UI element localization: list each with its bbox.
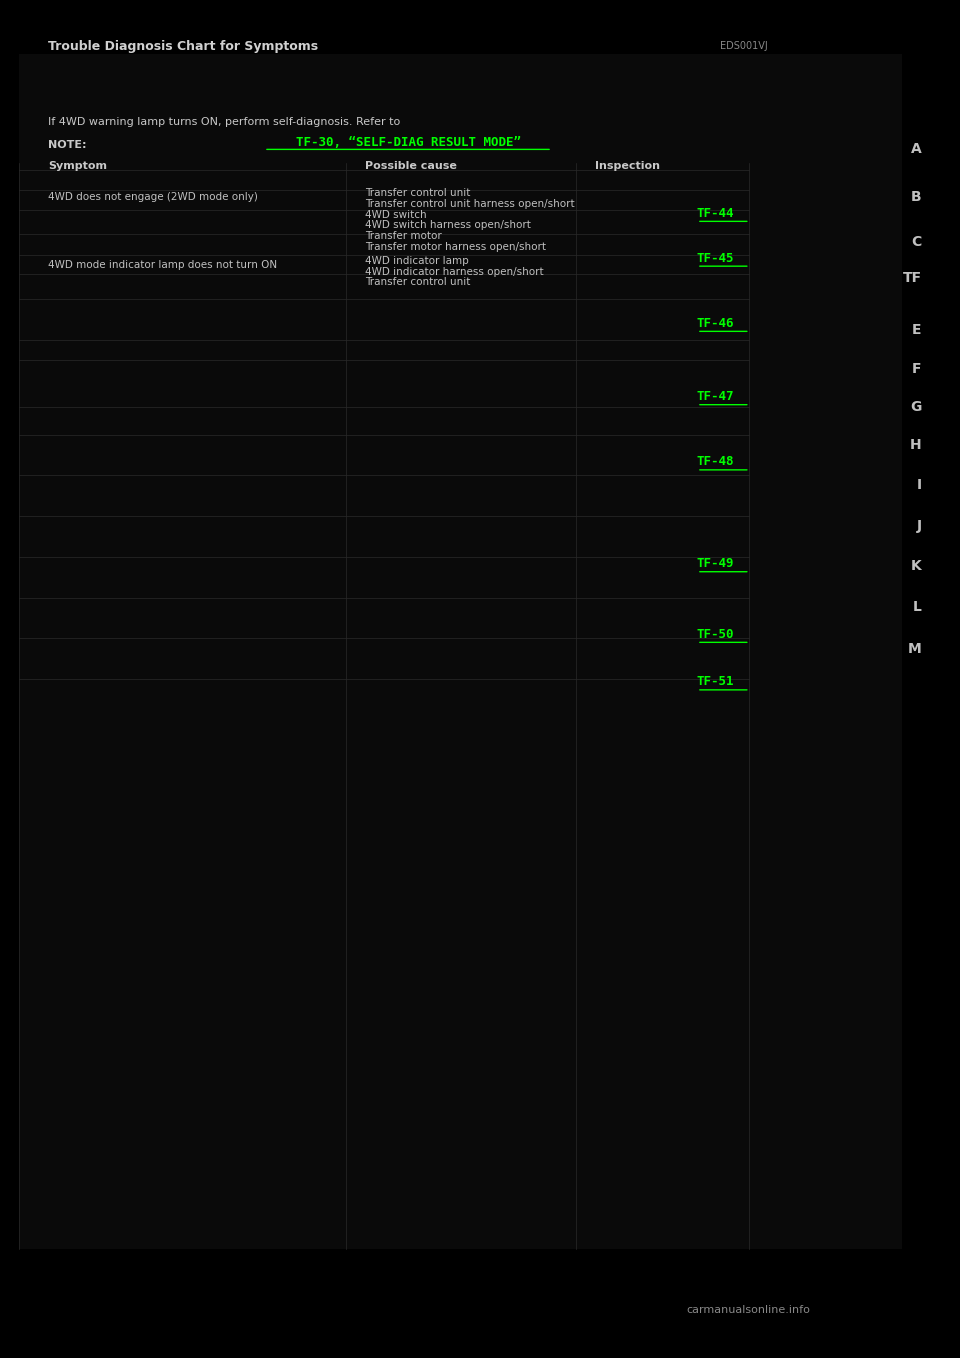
Text: L: L (913, 600, 922, 614)
Text: TF-47: TF-47 (697, 390, 734, 403)
Text: C: C (911, 235, 922, 249)
Text: TF-30, “SELF-DIAG RESULT MODE”: TF-30, “SELF-DIAG RESULT MODE” (296, 136, 520, 149)
Text: 4WD switch: 4WD switch (365, 209, 426, 220)
Bar (19, 54, 902, 1249)
Text: J: J (917, 519, 922, 532)
Text: Transfer control unit: Transfer control unit (365, 187, 470, 198)
Text: B: B (911, 190, 922, 204)
Text: TF-50: TF-50 (697, 627, 734, 641)
Text: 4WD indicator lamp: 4WD indicator lamp (365, 255, 468, 266)
Text: I: I (917, 478, 922, 492)
Text: TF-51: TF-51 (697, 675, 734, 689)
Text: 4WD switch harness open/short: 4WD switch harness open/short (365, 220, 531, 231)
Text: M: M (908, 642, 922, 656)
Text: TF-45: TF-45 (697, 251, 734, 265)
Text: E: E (912, 323, 922, 337)
Text: EDS001VJ: EDS001VJ (720, 41, 768, 52)
Text: TF: TF (902, 272, 922, 285)
Text: NOTE:: NOTE: (48, 140, 86, 151)
Text: TF-44: TF-44 (697, 206, 734, 220)
Text: Transfer control unit harness open/short: Transfer control unit harness open/short (365, 198, 574, 209)
Text: Transfer control unit: Transfer control unit (365, 277, 470, 288)
Text: Transfer motor harness open/short: Transfer motor harness open/short (365, 242, 546, 253)
Text: A: A (911, 143, 922, 156)
Text: Transfer motor: Transfer motor (365, 231, 442, 242)
Text: Possible cause: Possible cause (365, 160, 457, 171)
Text: 4WD indicator harness open/short: 4WD indicator harness open/short (365, 266, 543, 277)
Text: If 4WD warning lamp turns ON, perform self-diagnosis. Refer to: If 4WD warning lamp turns ON, perform se… (48, 117, 400, 128)
Text: 4WD does not engage (2WD mode only): 4WD does not engage (2WD mode only) (48, 191, 258, 202)
Text: TF-48: TF-48 (697, 455, 734, 469)
Text: K: K (911, 559, 922, 573)
Text: TF-49: TF-49 (697, 557, 734, 570)
Text: TF-46: TF-46 (697, 316, 734, 330)
Text: G: G (910, 401, 922, 414)
Text: carmanualsonline.info: carmanualsonline.info (686, 1305, 811, 1316)
Text: 4WD mode indicator lamp does not turn ON: 4WD mode indicator lamp does not turn ON (48, 259, 277, 270)
Text: Inspection: Inspection (595, 160, 660, 171)
Text: Trouble Diagnosis Chart for Symptoms: Trouble Diagnosis Chart for Symptoms (48, 39, 318, 53)
Text: F: F (912, 363, 922, 376)
Text: H: H (910, 439, 922, 452)
Text: Symptom: Symptom (48, 160, 107, 171)
